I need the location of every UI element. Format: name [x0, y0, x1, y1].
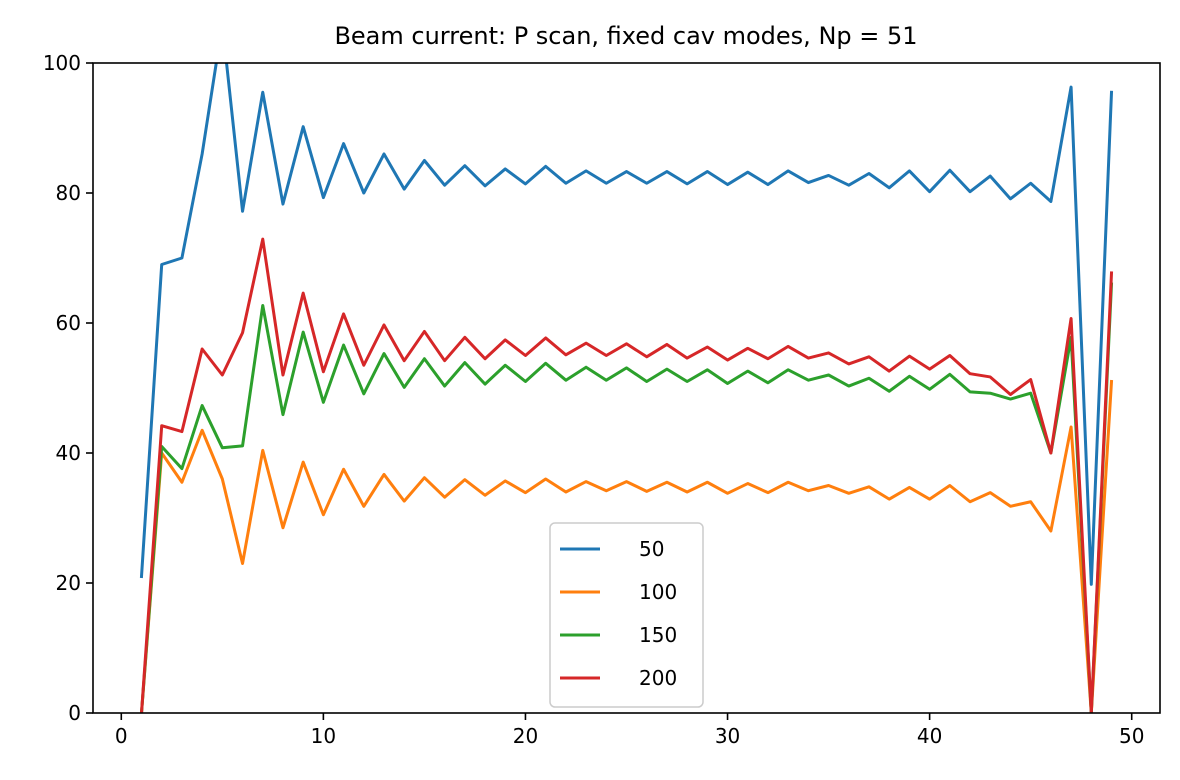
series-line-100	[139, 379, 1114, 713]
y-tick-label: 0	[68, 701, 81, 725]
y-tick-label: 60	[56, 311, 81, 335]
series-line-200	[139, 237, 1114, 713]
x-tick-label: 50	[1119, 724, 1144, 748]
legend: 50 100 150 200	[549, 522, 704, 708]
legend-label-200: 200	[639, 666, 677, 690]
legend-label-100: 100	[639, 580, 677, 604]
x-tick-label: 30	[715, 724, 740, 748]
axes: 0 10 20 30 40 50 0 20 40 60 80 100	[43, 51, 1161, 748]
legend-label-50: 50	[639, 537, 664, 561]
y-tick-label: 20	[56, 571, 81, 595]
series-lines	[139, 63, 1114, 713]
y-tick-label: 80	[56, 181, 81, 205]
y-tick-label: 100	[43, 51, 81, 75]
legend-label-150: 150	[639, 623, 677, 647]
chart-title: Beam current: P scan, fixed cav modes, N…	[334, 22, 917, 50]
plot-area	[139, 63, 1114, 713]
x-tick-label: 40	[917, 724, 942, 748]
series-line-50	[139, 63, 1114, 586]
legend-box	[549, 522, 704, 708]
x-tick-label: 20	[513, 724, 538, 748]
series-line-150	[139, 282, 1114, 713]
y-tick-label: 40	[56, 441, 81, 465]
x-tick-label: 0	[115, 724, 128, 748]
x-tick-label: 10	[311, 724, 336, 748]
axes-frame	[92, 62, 1161, 714]
